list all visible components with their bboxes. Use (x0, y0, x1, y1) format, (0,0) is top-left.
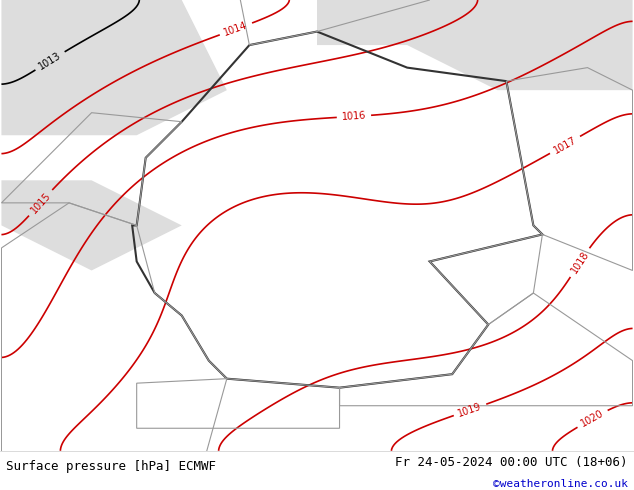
Polygon shape (1, 0, 227, 135)
Text: 1020: 1020 (579, 408, 605, 429)
Text: Fr 24-05-2024 00:00 UTC (18+06): Fr 24-05-2024 00:00 UTC (18+06) (395, 456, 628, 469)
Text: ©weatheronline.co.uk: ©weatheronline.co.uk (493, 479, 628, 489)
Text: 1019: 1019 (457, 401, 483, 418)
Text: 1013: 1013 (37, 50, 63, 72)
Text: 1015: 1015 (29, 190, 53, 215)
Text: Surface pressure [hPa] ECMWF: Surface pressure [hPa] ECMWF (6, 460, 216, 473)
Text: 1016: 1016 (341, 111, 366, 122)
Polygon shape (317, 0, 633, 90)
Text: 1018: 1018 (569, 249, 591, 275)
Polygon shape (1, 180, 182, 270)
Text: 1017: 1017 (552, 134, 578, 155)
Text: 1014: 1014 (223, 20, 249, 38)
